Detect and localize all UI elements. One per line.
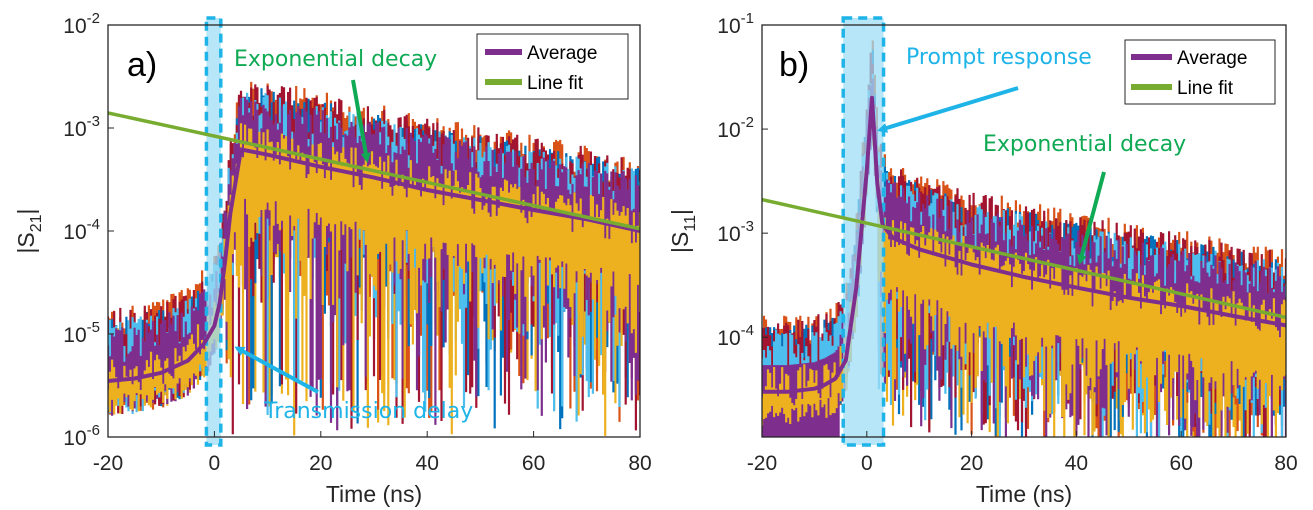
panel-a-highlight-band — [204, 16, 223, 447]
panel-b-x-tick-label: 60 — [1170, 452, 1193, 475]
panel-a-y-tick-label: 10-4 — [63, 216, 100, 244]
panel-a-annotation-exponential-decay: Exponential decay — [234, 47, 437, 72]
panel-b-axes — [761, 24, 1287, 438]
panel-a-x-axis-label: Time (ns) — [326, 481, 422, 507]
panel-b-x-tick-label: 0 — [861, 452, 873, 475]
panel-a-annotation-transmission-delay: Transmission delay — [263, 399, 473, 424]
panel-b-x-ticks: -20 0 20 40 60 80 — [747, 431, 1298, 475]
panel-b-series-layer — [762, 95, 1286, 394]
panel-a-x-tick-label: 80 — [628, 452, 651, 475]
panel-b-x-tick-label: 80 — [1274, 452, 1297, 475]
panel-a-x-ticks: -20 0 20 40 60 80 — [93, 431, 652, 475]
panel-a-arrow-transmission-delay — [234, 346, 319, 394]
panel-b-highlight-band — [841, 16, 886, 447]
panel-b-arrow-exponential-decay — [1076, 171, 1106, 265]
panel-a-y-tick-label: 10-2 — [63, 10, 100, 38]
panel-a-noise-layer — [108, 81, 640, 436]
panel-b-annotation-prompt-response: Prompt response — [906, 45, 1092, 70]
panel-b-y-tick-label: 10-3 — [717, 218, 754, 246]
panel-b-label: b) — [779, 46, 809, 84]
panel-a-series-line-fit — [108, 111, 640, 231]
panel-b: -20 0 20 40 60 80 10-410-310-210-1 Time (ns) … — [667, 10, 1298, 507]
panel-b-series-average — [762, 95, 1286, 394]
panel-a-x-tick-label: 60 — [522, 452, 545, 475]
panel-a-legend-fit-label: Line fit — [527, 73, 584, 94]
panel-b-legend-box — [1124, 39, 1276, 105]
panel-b-x-tick-label: -20 — [747, 452, 777, 475]
panel-a-legend: Average Line fit — [476, 33, 629, 100]
panel-a-x-tick-label: -20 — [93, 452, 123, 475]
panel-a-x-tick-label: 0 — [209, 452, 221, 475]
panel-b-legend-fit-label: Line fit — [1177, 78, 1234, 99]
panel-a-y-tick-label: 10-5 — [63, 319, 100, 347]
panel-a-y-tick-label: 10-6 — [63, 422, 100, 450]
panel-a-x-tick-label: 40 — [416, 452, 439, 475]
panel-b-legend-average-label: Average — [1177, 48, 1247, 69]
panel-a-series-layer — [108, 111, 640, 383]
panel-a: -20 0 20 40 60 80 10-6 10-5 10-4 10-3 10-2 Time (… — [13, 10, 652, 507]
panel-a-series-average — [108, 147, 640, 383]
panel-a-x-tick-label: 20 — [309, 452, 332, 475]
panel-b-y-axis-label: |S11| — [667, 209, 699, 253]
panel-a-legend-box — [476, 33, 629, 100]
panel-a-y-tick-label: 10-3 — [63, 113, 100, 141]
panel-b-y-tick-label: 10-2 — [717, 114, 754, 142]
panel-b-y-tick-label: 10-1 — [717, 10, 754, 38]
panel-b-y-ticks: 10-4 10-3 10-2 10-1 — [717, 10, 768, 350]
panel-a-legend-average-label: Average — [527, 43, 597, 64]
panel-b-legend: Average Line fit — [1124, 39, 1276, 105]
panel-a-arrow-exponential-decay — [351, 79, 371, 163]
panel-b-arrow-prompt-response — [877, 86, 1019, 133]
panel-a-y-axis-label: |S21| — [13, 208, 45, 253]
panel-a-y-ticks: 10-6 10-5 10-4 10-3 10-2 — [63, 10, 114, 450]
panel-b-x-tick-label: 40 — [1065, 452, 1088, 475]
panel-a-label: a) — [127, 46, 157, 84]
panel-b-annotation-exponential-decay: Exponential decay — [983, 132, 1186, 157]
panel-b-y-tick-label: 10-4 — [717, 322, 754, 350]
panel-b-x-axis-label: Time (ns) — [976, 481, 1072, 507]
panel-a-noise-trace-6 — [108, 123, 640, 436]
panel-b-x-tick-label: 20 — [960, 452, 983, 475]
panel-b-series-line-fit — [762, 197, 1286, 320]
